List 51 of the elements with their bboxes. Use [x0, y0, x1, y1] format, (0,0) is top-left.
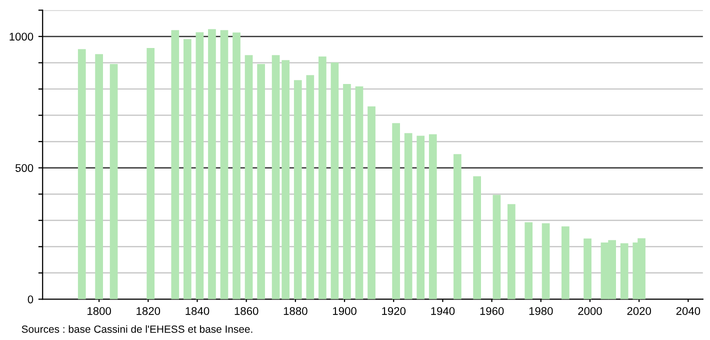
- bar: [110, 64, 118, 300]
- bar: [183, 39, 192, 300]
- bar: [524, 222, 533, 300]
- bar: [562, 226, 570, 300]
- x-tick-label: 1880: [284, 307, 308, 315]
- bar: [355, 86, 364, 300]
- bar: [171, 30, 180, 300]
- x-tick-label: 1900: [333, 307, 356, 315]
- bar: [404, 133, 412, 300]
- bar: [508, 204, 516, 300]
- bar: [220, 30, 228, 300]
- x-tick-label: 1820: [136, 307, 160, 315]
- bar: [78, 49, 86, 300]
- x-tick-label: 1960: [480, 307, 504, 315]
- bar: [428, 134, 437, 300]
- bar: [416, 136, 425, 300]
- bar: [368, 106, 376, 300]
- bar: [584, 238, 592, 300]
- x-tick-label: 1840: [186, 307, 210, 315]
- y-tick-label: 1000: [10, 32, 34, 41]
- y-tick-label: 500: [15, 164, 34, 172]
- bar: [343, 84, 351, 300]
- bar: [196, 32, 204, 300]
- bar: [330, 62, 339, 300]
- bar: [232, 32, 240, 300]
- x-tick-label: 1800: [88, 307, 111, 315]
- bar: [146, 48, 155, 300]
- bar: [318, 56, 326, 300]
- source-note: Sources : base Cassini de l'EHESS et base Insee.: [22, 325, 252, 333]
- x-tick-label: 2040: [676, 307, 700, 315]
- bar: [208, 29, 216, 300]
- bar: [542, 223, 550, 300]
- x-tick-label: 1940: [431, 307, 455, 315]
- x-tick-label: 2000: [578, 307, 602, 315]
- bar: [282, 60, 290, 300]
- x-tick-label: 2020: [627, 307, 652, 315]
- bar: [620, 243, 628, 300]
- bar: [454, 154, 462, 300]
- bar: [473, 176, 481, 300]
- bar: [306, 75, 314, 300]
- x-tick-label: 1920: [382, 307, 406, 315]
- y-tick-label: 0: [28, 295, 34, 304]
- x-tick-label: 1860: [234, 307, 258, 315]
- bar: [392, 123, 400, 300]
- bar: [95, 54, 103, 300]
- bar: [492, 194, 501, 300]
- bar: [244, 55, 253, 300]
- bar: [272, 55, 280, 300]
- bar: [257, 64, 265, 300]
- x-tick-label: 1980: [529, 307, 553, 315]
- bar: [294, 80, 302, 300]
